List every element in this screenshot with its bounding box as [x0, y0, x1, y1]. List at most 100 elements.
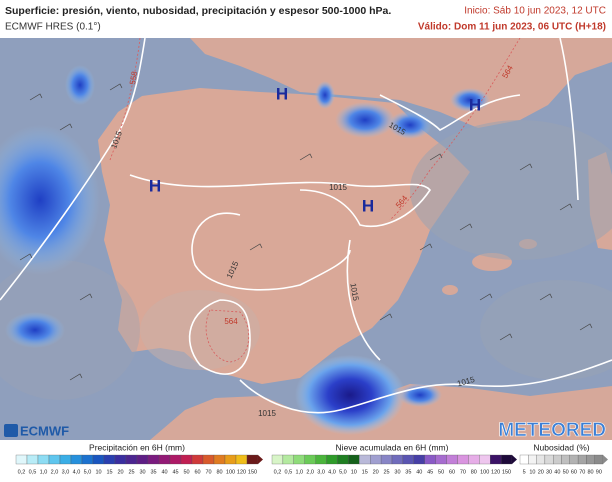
- precipitation-legend-swatch: [224, 454, 237, 465]
- precipitation-legend-swatch: [202, 454, 215, 465]
- isobar: [559, 38, 579, 201]
- cloud-legend-swatch: [553, 454, 562, 465]
- snow-legend-swatch: [293, 454, 305, 465]
- precipitation-legend-label: 25: [128, 469, 134, 475]
- precipitation-area: [0, 125, 100, 275]
- precipitation-legend-arrow: [258, 455, 263, 464]
- precipitation-legend-label: 80: [216, 469, 222, 475]
- precipitation-legend-swatch: [48, 454, 61, 465]
- snow-legend-label: 15: [362, 469, 368, 475]
- cloud-legend-swatch: [569, 454, 579, 465]
- snow-legend-label: 150: [502, 469, 511, 475]
- precipitation-legend-label: 20: [117, 469, 123, 475]
- snow-legend-label: 20: [373, 469, 379, 475]
- wind-barb: [79, 293, 93, 301]
- precipitation-legend-label: 10: [95, 469, 101, 475]
- cloud-legend-label: 40: [554, 469, 560, 475]
- precipitation-legend-swatch: [235, 454, 248, 465]
- cloud-legend-label: 90: [596, 469, 602, 475]
- precipitation-legend-label: 150: [248, 469, 257, 475]
- snow-legend-swatch: [457, 454, 469, 465]
- isobar: [379, 94, 521, 131]
- legend: Precipitación en 6H (mm)0,2 0,5 1,0 2,0 3,0 4…: [15, 442, 608, 475]
- map-labels: HHHHH10151015101510151015101510155585645…: [19, 63, 593, 418]
- isobar: [239, 359, 612, 414]
- snow-legend-swatch: [282, 454, 294, 465]
- precipitation-legend-swatch: [136, 454, 149, 465]
- precipitation-area: [335, 102, 395, 138]
- precipitation-legend-label: 100: [226, 469, 235, 475]
- precipitation-legend-label: 4,0: [73, 469, 81, 475]
- snow-legend-swatch: [271, 454, 284, 465]
- precipitation-legend-label: 35: [150, 469, 156, 475]
- precipitation-legend-swatch: [180, 454, 193, 465]
- precipitation-legend-swatch: [81, 454, 94, 465]
- snow-legend-swatch: [479, 454, 491, 465]
- isobar: [191, 212, 351, 291]
- wind-barb: [249, 243, 263, 251]
- precipitation-area: [295, 355, 405, 435]
- cloud-legend-label: 50: [563, 469, 569, 475]
- snow-legend-label: 30: [394, 469, 400, 475]
- snow-legend-label: 120: [491, 469, 500, 475]
- cloud-legend-swatch: [561, 454, 570, 465]
- cloud-legend-swatch: [577, 454, 587, 465]
- snow-legend-label: 70: [460, 469, 466, 475]
- high-pressure: H: [149, 176, 161, 195]
- wind-barb: [299, 153, 313, 161]
- isobar-label: 1015: [258, 409, 276, 418]
- precipitation-legend-label: 2,0: [51, 469, 59, 475]
- thickness-line: [109, 38, 141, 161]
- high-pressure: H: [276, 84, 288, 103]
- precipitation-legend-title: Precipitación en 6H (mm): [89, 442, 185, 452]
- cloud-legend-arrow: [603, 455, 608, 464]
- wind-barb: [539, 293, 553, 301]
- snow-legend-swatch: [348, 454, 360, 465]
- precipitation-legend-label: 15: [106, 469, 112, 475]
- snow-legend-swatch: [337, 454, 349, 465]
- isobar: [129, 174, 431, 227]
- precipitation-area: [65, 65, 95, 105]
- snow-legend-label: 0,2: [274, 469, 282, 475]
- precipitation-legend-label: 70: [205, 469, 211, 475]
- precipitation-legend-label: 0,5: [29, 469, 37, 475]
- precipitation-legend-swatch: [147, 454, 160, 465]
- cloud-legend-label: 20: [538, 469, 544, 475]
- precipitation-legend-label: 30: [139, 469, 145, 475]
- wind-barb: [519, 163, 533, 171]
- wind-barb: [379, 313, 393, 321]
- wind-barb: [69, 373, 83, 381]
- wind-barb: [499, 333, 513, 341]
- cloud-legend-label: 80: [587, 469, 593, 475]
- run-start: Inicio: Sáb 10 jun 2023, 12 UTC: [464, 6, 606, 17]
- snow-legend-title: Nieve acumulada en 6H (mm): [336, 442, 449, 452]
- precipitation-legend-label: 45: [172, 469, 178, 475]
- snow-legend-swatch: [468, 454, 480, 465]
- precipitation-legend-label: 1,0: [40, 469, 48, 475]
- cloud-legend-swatch: [528, 454, 537, 465]
- meteored-logo: METEORED: [498, 420, 606, 441]
- snow-legend-label: 0,5: [285, 469, 293, 475]
- snow-legend-label: 80: [471, 469, 477, 475]
- snow-legend-label: 4,0: [328, 469, 336, 475]
- wind-barb: [59, 123, 73, 131]
- cloud-legend-swatch: [536, 454, 546, 465]
- snow-legend-swatch: [490, 454, 502, 465]
- precipitation-legend-swatch: [191, 454, 204, 465]
- precipitation-area: [315, 81, 335, 109]
- cloud-legend-label: 70: [579, 469, 585, 475]
- precipitation-legend-label: 5,0: [84, 469, 92, 475]
- precipitation-legend-label: 120: [237, 469, 246, 475]
- precipitation-area: [5, 312, 65, 348]
- wind-barb: [559, 203, 573, 211]
- precipitation-legend-swatch: [213, 454, 226, 465]
- snow-legend-label: 40: [416, 469, 422, 475]
- thickness-line: [205, 309, 249, 363]
- cloud-legend-label: 60: [571, 469, 577, 475]
- wind-barb: [29, 93, 43, 101]
- cloud-legend-swatch: [544, 454, 554, 465]
- cloud-legend-title: Nubosidad (%): [533, 442, 589, 452]
- precipitation-legend-swatch: [26, 454, 39, 465]
- cloud-legend-label: 30: [546, 469, 552, 475]
- wind-barb: [479, 293, 493, 301]
